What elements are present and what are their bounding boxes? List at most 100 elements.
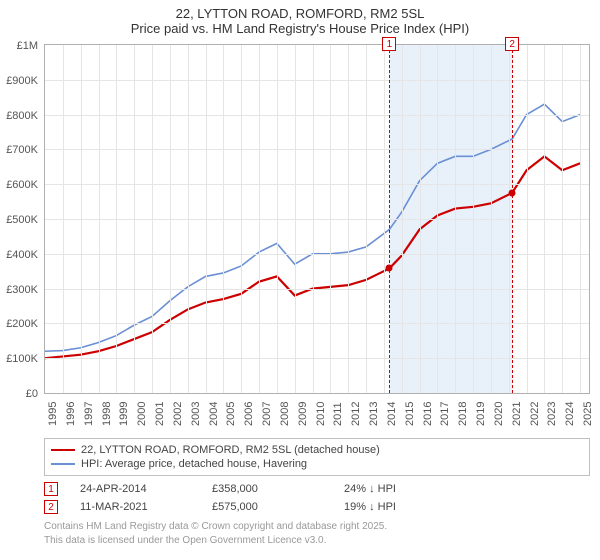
x-tick-label: 2021 [511,402,523,426]
gridline-v [580,45,581,393]
gridline-v [509,45,510,393]
marker-price: £358,000 [212,483,322,495]
y-tick-label: £600K [6,179,38,191]
x-tick-label: 2008 [279,402,291,426]
x-tick-label: 2023 [546,402,558,426]
x-tick-label: 2017 [439,402,451,426]
x-tick-label: 1995 [47,402,59,426]
x-tick-label: 2005 [225,402,237,426]
y-tick-label: £500K [6,214,38,226]
x-tick-label: 2016 [422,402,434,426]
x-tick-label: 2019 [475,402,487,426]
gridline-v [134,45,135,393]
x-tick-label: 2013 [368,402,380,426]
gridline-v [348,45,349,393]
x-tick-label: 2010 [315,402,327,426]
x-tick-label: 2024 [564,402,576,426]
gridline-h [45,254,589,255]
x-tick-label: 1997 [83,402,95,426]
title-block: 22, LYTTON ROAD, ROMFORD, RM2 5SL Price … [0,0,600,38]
gridline-h [45,219,589,220]
x-tick-label: 2000 [136,402,148,426]
x-tick-label: 2025 [582,402,594,426]
legend-row: 22, LYTTON ROAD, ROMFORD, RM2 5SL (detac… [51,443,583,457]
gridline-v [259,45,260,393]
title-line1: 22, LYTTON ROAD, ROMFORD, RM2 5SL [10,6,590,21]
y-tick-label: £200K [6,318,38,330]
gridline-v [277,45,278,393]
marker-row: 1 24-APR-2014 £358,000 24% ↓ HPI [44,480,590,498]
y-tick-label: £0 [26,388,38,400]
y-tick-label: £800K [6,110,38,122]
marker-date: 11-MAR-2021 [80,501,190,513]
gridline-h [45,115,589,116]
marker-row: 2 11-MAR-2021 £575,000 19% ↓ HPI [44,498,590,516]
gridline-h [45,184,589,185]
marker-date: 24-APR-2014 [80,483,190,495]
legend-swatch-2 [51,463,75,465]
gridline-v [63,45,64,393]
gridline-v [330,45,331,393]
gridline-v [491,45,492,393]
gridline-v [188,45,189,393]
x-tick-label: 2011 [332,402,344,426]
marker-dot [386,265,393,272]
gridline-v [544,45,545,393]
gridline-v [295,45,296,393]
footer-line2: This data is licensed under the Open Gov… [44,534,590,548]
x-tick-label: 2022 [529,402,541,426]
gridline-v [562,45,563,393]
marker-delta: 24% ↓ HPI [344,483,454,495]
marker-delta: 19% ↓ HPI [344,501,454,513]
marker-vertical-line [512,45,513,393]
gridline-h [45,289,589,290]
x-tick-label: 2009 [297,402,309,426]
gridline-v [170,45,171,393]
x-tick-label: 2006 [243,402,255,426]
title-line2: Price paid vs. HM Land Registry's House … [10,21,590,36]
gridline-v [313,45,314,393]
gridline-v [366,45,367,393]
footer-line1: Contains HM Land Registry data © Crown c… [44,520,590,534]
x-tick-label: 1996 [65,402,77,426]
marker-price: £575,000 [212,501,322,513]
y-tick-label: £300K [6,284,38,296]
y-tick-label: £400K [6,249,38,261]
x-tick-label: 2007 [261,402,273,426]
x-tick-label: 2002 [172,402,184,426]
gridline-h [45,149,589,150]
x-tick-label: 2012 [350,402,362,426]
gridline-v [206,45,207,393]
chart-container: 22, LYTTON ROAD, ROMFORD, RM2 5SL Price … [0,0,600,560]
x-tick-label: 1999 [118,402,130,426]
gridline-v [81,45,82,393]
legend-label: 22, LYTTON ROAD, ROMFORD, RM2 5SL (detac… [81,444,380,456]
markers-table: 1 24-APR-2014 £358,000 24% ↓ HPI 2 11-MA… [44,480,590,516]
gridline-v [473,45,474,393]
y-tick-label: £1M [17,40,38,52]
gridline-v [455,45,456,393]
gridline-h [45,323,589,324]
x-tick-label: 2004 [208,402,220,426]
y-tick-label: £100K [6,353,38,365]
marker-badge-1: 1 [44,482,58,496]
x-tick-label: 2001 [154,402,166,426]
gridline-v [223,45,224,393]
marker-dot [509,189,516,196]
gridline-v [152,45,153,393]
marker-badge-2: 2 [44,500,58,514]
y-tick-label: £900K [6,75,38,87]
x-tick-label: 1998 [101,402,113,426]
x-axis: 1995 1996 1997 1998 1999 2000 2001 2002 2003 2004… [44,394,590,434]
legend-label: HPI: Average price, detached house, Have… [81,458,307,470]
chart-plot-area: 12 [44,44,590,394]
legend-swatch-1 [51,449,75,451]
y-tick-label: £700K [6,144,38,156]
legend-box: 22, LYTTON ROAD, ROMFORD, RM2 5SL (detac… [44,438,590,476]
gridline-v [527,45,528,393]
x-tick-label: 2003 [190,402,202,426]
gridline-v [99,45,100,393]
footer-note: Contains HM Land Registry data © Crown c… [44,520,590,547]
gridline-v [241,45,242,393]
marker-badge: 2 [505,37,519,51]
